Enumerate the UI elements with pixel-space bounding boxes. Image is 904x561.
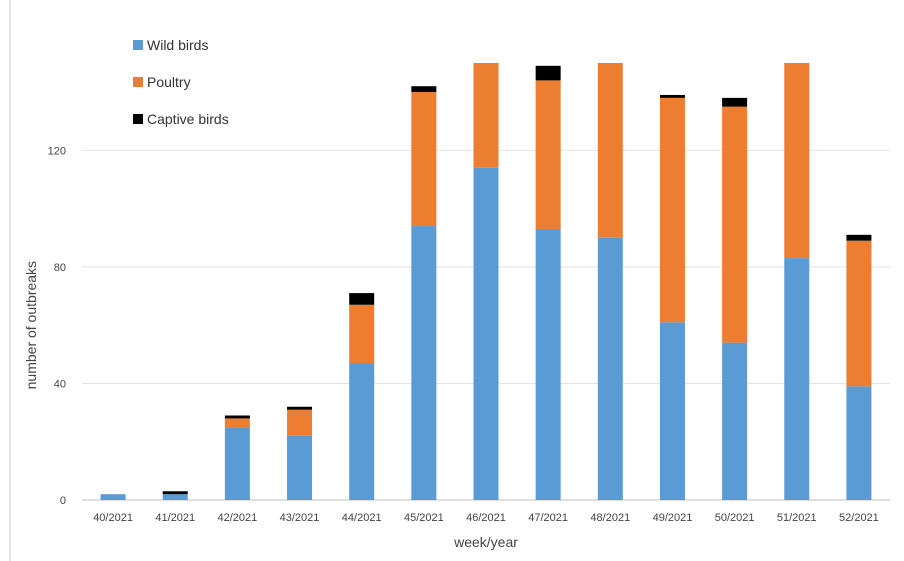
bar-segment-wild-birds (349, 363, 375, 500)
y-axis-title: number of outbreaks (23, 261, 39, 389)
bar-segment-poultry (473, 63, 499, 168)
x-axis-title: week/year (453, 534, 518, 550)
bar-segment-poultry (411, 92, 437, 227)
y-tick-label: 80 (54, 262, 66, 274)
bar-segment-wild-birds (473, 167, 499, 500)
bar-segment-poultry (846, 240, 872, 387)
x-tick-label: 45/2021 (404, 512, 444, 524)
bar-segment-wild-birds (287, 435, 313, 500)
y-tick-label: 120 (48, 145, 66, 157)
bars (100, 63, 872, 501)
x-tick-label: 47/2021 (528, 512, 568, 524)
bar-segment-poultry (349, 304, 375, 364)
bar-segment-wild-birds (535, 228, 561, 501)
y-tick-label: 40 (54, 378, 66, 390)
bar-segment-captive-birds (659, 94, 685, 98)
bar-segment-wild-birds (784, 258, 810, 500)
axis-ticks: 0 40 80 120 40/2021 41/2021 42/2021 43/2021 44/2… (48, 145, 879, 524)
legend-label: Poultry (147, 74, 191, 90)
bar-segment-captive-birds (411, 86, 437, 93)
bar-segment-captive-birds (224, 415, 250, 419)
bar-segment-wild-birds (411, 226, 437, 501)
bar-segment-wild-birds (597, 237, 623, 501)
bar-segment-captive-birds (846, 234, 872, 241)
x-tick-label: 49/2021 (653, 512, 693, 524)
bar-segment-poultry (784, 63, 810, 259)
legend-label: Captive birds (147, 111, 229, 127)
x-tick-label: 44/2021 (342, 512, 382, 524)
bar-segment-captive-birds (722, 97, 748, 107)
bar-segment-poultry (659, 97, 685, 323)
bar-segment-wild-birds (722, 342, 748, 500)
bar-segment-wild-birds (659, 322, 685, 500)
bar-segment-poultry (224, 418, 250, 428)
bar-segment-wild-birds (224, 427, 250, 500)
legend-swatch (133, 114, 143, 124)
y-tick-label: 0 (60, 495, 66, 507)
bar-segment-poultry (287, 409, 313, 436)
bar-segment-poultry (535, 80, 561, 229)
x-tick-label: 40/2021 (93, 512, 133, 524)
bar-segment-wild-birds (100, 494, 126, 500)
legend: Wild birds Poultry Captive birds (133, 37, 229, 127)
x-tick-label: 42/2021 (218, 512, 258, 524)
bar-segment-captive-birds (287, 406, 313, 410)
x-tick-label: 48/2021 (590, 512, 630, 524)
legend-swatch (133, 40, 143, 50)
x-tick-label: 51/2021 (777, 512, 817, 524)
bar-segment-wild-birds (846, 386, 872, 500)
bar-segment-captive-birds (349, 293, 375, 305)
x-tick-label: 52/2021 (839, 512, 879, 524)
bar-segment-poultry (722, 106, 748, 343)
legend-label: Wild birds (147, 37, 208, 53)
x-tick-label: 50/2021 (715, 512, 755, 524)
x-tick-label: 43/2021 (280, 512, 320, 524)
x-tick-label: 46/2021 (466, 512, 506, 524)
bar-segment-captive-birds (162, 491, 188, 495)
bar-segment-poultry (597, 63, 623, 238)
bar-segment-wild-birds (162, 494, 188, 500)
bar-segment-captive-birds (535, 65, 561, 81)
legend-swatch (133, 77, 143, 87)
x-tick-label: 41/2021 (155, 512, 195, 524)
